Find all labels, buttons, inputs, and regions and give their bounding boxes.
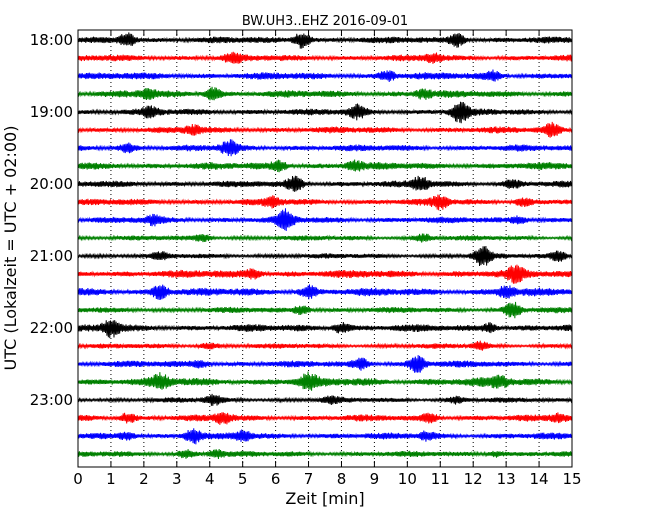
- y-tick-label: 18:00: [30, 31, 73, 49]
- y-tick-label: 22:00: [30, 319, 73, 337]
- trace-2230: [77, 355, 573, 373]
- x-tick-label: 14: [530, 470, 549, 488]
- y-axis-label: UTC (Lokalzeit = UTC + 02:00): [1, 126, 20, 371]
- chart-title: BW.UH3..EHZ 2016-09-01: [242, 14, 408, 29]
- trace-2245: [77, 371, 573, 391]
- grid-lines: [110, 30, 540, 467]
- trace-2300: [77, 393, 573, 406]
- x-tick-label: 3: [172, 470, 182, 488]
- trace-1815: [77, 51, 573, 64]
- y-tick-label: 19:00: [30, 103, 73, 121]
- x-tick-label: 10: [398, 470, 417, 488]
- trace-1915: [77, 121, 573, 138]
- trace-2000: [77, 175, 573, 192]
- trace-1930: [77, 139, 573, 157]
- y-tick-labels: 18:00 19:00 20:00 21:00 22:00 23:00: [30, 31, 73, 409]
- x-tick-label: 13: [497, 470, 516, 488]
- x-tick-label: 4: [205, 470, 215, 488]
- x-tick-label: 15: [562, 470, 581, 488]
- trace-2100: [77, 245, 573, 266]
- trace-2215: [77, 340, 573, 351]
- axis-ticks: [77, 30, 573, 467]
- x-tick-label: 12: [464, 470, 483, 488]
- x-tick-label: 7: [304, 470, 314, 488]
- trace-1830: [77, 69, 573, 82]
- x-tick-label: 5: [238, 470, 248, 488]
- x-tick-label: 9: [370, 470, 380, 488]
- x-tick-label: 1: [106, 470, 116, 488]
- trace-2200: [77, 320, 573, 339]
- trace-2015: [77, 194, 573, 211]
- trace-2130: [77, 284, 573, 301]
- trace-2145: [77, 301, 573, 319]
- trace-1845: [77, 86, 573, 101]
- trace-2345: [77, 448, 573, 459]
- trace-2330: [77, 428, 573, 445]
- x-tick-label: 6: [271, 470, 281, 488]
- x-axis-label: Zeit [min]: [285, 489, 364, 508]
- y-tick-label: 23:00: [30, 391, 73, 409]
- x-tick-label: 11: [431, 470, 450, 488]
- x-tick-labels: 0 1 2 3 4 5 6 7 8 9 10 11 12 13 14 15: [73, 470, 581, 488]
- x-tick-label: 0: [73, 470, 83, 488]
- trace-2315: [77, 412, 573, 425]
- trace-1800: [77, 32, 573, 49]
- y-tick-label: 21:00: [30, 247, 73, 265]
- trace-1900: [77, 101, 573, 124]
- y-tick-label: 20:00: [30, 175, 73, 193]
- trace-1945: [77, 159, 573, 173]
- x-tick-label: 2: [139, 470, 149, 488]
- seismic-traces: [77, 32, 573, 459]
- x-tick-label: 8: [337, 470, 347, 488]
- trace-2030: [77, 208, 573, 231]
- trace-2045: [77, 233, 573, 243]
- plot-frame: [77, 29, 573, 468]
- trace-2115: [77, 264, 573, 284]
